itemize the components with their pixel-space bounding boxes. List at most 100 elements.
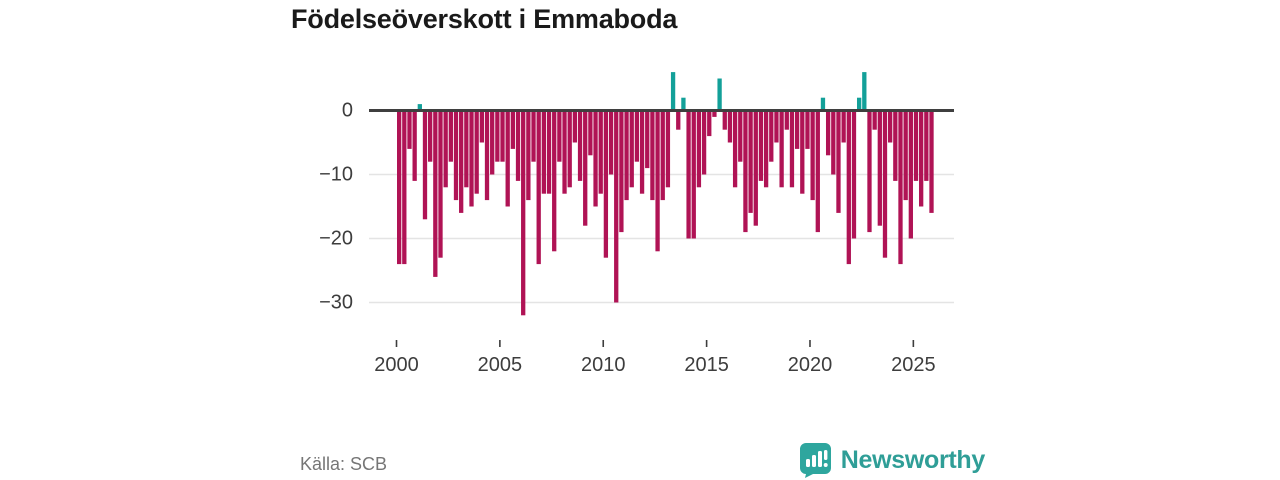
bar-2013-q4 [681, 97, 686, 111]
bar-2013-q2 [670, 72, 676, 111]
bar-2018-q4 [784, 110, 789, 130]
bar-2001-q1 [417, 104, 422, 111]
bar-2022-q4 [867, 110, 872, 233]
y-tick-label--10: −10 [319, 164, 353, 186]
x-tick-label-2020: 2020 [788, 354, 833, 376]
bar-2004-q4 [495, 110, 500, 162]
bar-2023-q3 [882, 110, 888, 258]
bar-2017-q4 [763, 110, 769, 188]
bar-2021-q2 [836, 110, 841, 213]
bar-2007-q3 [552, 110, 557, 252]
bar-2015-q3 [717, 78, 722, 111]
bar-2012-q1 [645, 110, 650, 169]
bar-2003-q4 [474, 110, 479, 194]
bar-2016-q1 [727, 110, 733, 143]
bar-2006-q4 [536, 110, 541, 265]
bar-glyph-medium [811, 455, 816, 467]
bar-2024-q4 [908, 110, 913, 239]
bar-2021-q4 [846, 110, 851, 265]
bar-2014-q4 [701, 110, 707, 175]
bar-2018-q3 [779, 110, 784, 188]
bar-2021-q3 [841, 110, 846, 143]
bar-2016-q3 [738, 110, 743, 162]
bar-2010-q2 [608, 110, 614, 175]
bar-2009-q1 [583, 110, 588, 226]
y-tick-label--20: −20 [319, 228, 353, 250]
bar-2006-q3 [531, 110, 536, 162]
bar-glyph-tall [817, 451, 822, 467]
bar-2004-q1 [479, 110, 484, 143]
page-title: Födelseöverskott i Emmaboda [291, 4, 678, 34]
bar-2025-q2 [919, 110, 924, 207]
bar-2000-q4 [412, 110, 417, 181]
bar-2001-q4 [433, 110, 438, 277]
bar-2017-q1 [748, 110, 753, 213]
bar-2009-q3 [593, 110, 598, 207]
bar-2021-q1 [831, 110, 836, 175]
bar-2011-q4 [639, 110, 645, 194]
y-tick-label--30: −30 [319, 292, 353, 314]
bar-2019-q1 [789, 110, 795, 188]
bar-2007-q1 [541, 110, 547, 194]
brand-name: Newsworthy [840, 445, 986, 474]
bar-2000-q1 [397, 110, 402, 265]
bar-2002-q2 [443, 110, 448, 188]
x-tick-label-2000: 2000 [374, 354, 419, 376]
bar-2022-q1 [851, 110, 857, 239]
bar-2019-q4 [805, 110, 810, 149]
bar-2024-q1 [893, 110, 898, 181]
bar-2003-q1 [459, 110, 464, 213]
bar-2015-q2 [712, 110, 717, 117]
bar-2024-q2 [898, 110, 903, 265]
newsworthy-speech-bubble-chart-icon [799, 443, 831, 478]
exclamation-dot-glyph [823, 463, 828, 467]
bar-2018-q2 [774, 110, 779, 143]
bar-2000-q3 [407, 110, 412, 149]
bar-2022-q3 [862, 72, 867, 111]
bar-2023-q2 [877, 110, 882, 226]
bar-2023-q4 [888, 110, 893, 143]
x-tick-label-2005: 2005 [478, 354, 523, 376]
bar-2001-q2 [422, 110, 428, 220]
exclamation-bar-glyph [823, 450, 828, 460]
bar-2008-q2 [567, 110, 572, 188]
bar-2025-q1 [913, 110, 919, 181]
bar-2012-q3 [655, 110, 660, 252]
bar-2002-q4 [453, 110, 459, 201]
bar-2018-q1 [769, 110, 774, 162]
bar-2014-q1 [686, 110, 691, 239]
bar-2007-q2 [546, 110, 552, 194]
bar-2004-q3 [490, 110, 495, 175]
x-tick-label-2015: 2015 [684, 354, 729, 376]
bar-2002-q3 [448, 110, 453, 162]
bar-2006-q2 [526, 110, 531, 201]
bar-2009-q2 [588, 110, 593, 156]
bar-2023-q1 [872, 110, 877, 130]
bar-2005-q1 [500, 110, 505, 162]
bar-2012-q4 [660, 110, 665, 201]
bar-2011-q1 [624, 110, 629, 201]
bar-2020-q4 [825, 110, 831, 156]
bar-2015-q1 [707, 110, 712, 137]
bar-2011-q2 [629, 110, 634, 188]
bar-2019-q3 [800, 110, 805, 194]
bar-2003-q2 [464, 110, 469, 188]
bar-2012-q2 [650, 110, 655, 201]
bar-2005-q3 [510, 110, 516, 149]
bar-2025-q3 [924, 110, 929, 181]
bar-2014-q2 [691, 110, 696, 239]
bar-2015-q4 [722, 110, 727, 130]
x-tick-label-2025: 2025 [891, 354, 936, 376]
y-tick-label-0: 0 [342, 100, 353, 122]
bar-2001-q3 [428, 110, 433, 162]
bar-2009-q4 [598, 110, 603, 194]
bar-2016-q2 [732, 110, 738, 188]
bar-2008-q1 [562, 110, 567, 194]
bar-2008-q3 [572, 110, 578, 143]
bar-2014-q3 [696, 110, 702, 188]
bar-2011-q3 [634, 110, 640, 162]
bar-2002-q1 [438, 110, 443, 258]
bar-2000-q2 [402, 110, 407, 265]
source-label: Källa: SCB [300, 454, 388, 474]
